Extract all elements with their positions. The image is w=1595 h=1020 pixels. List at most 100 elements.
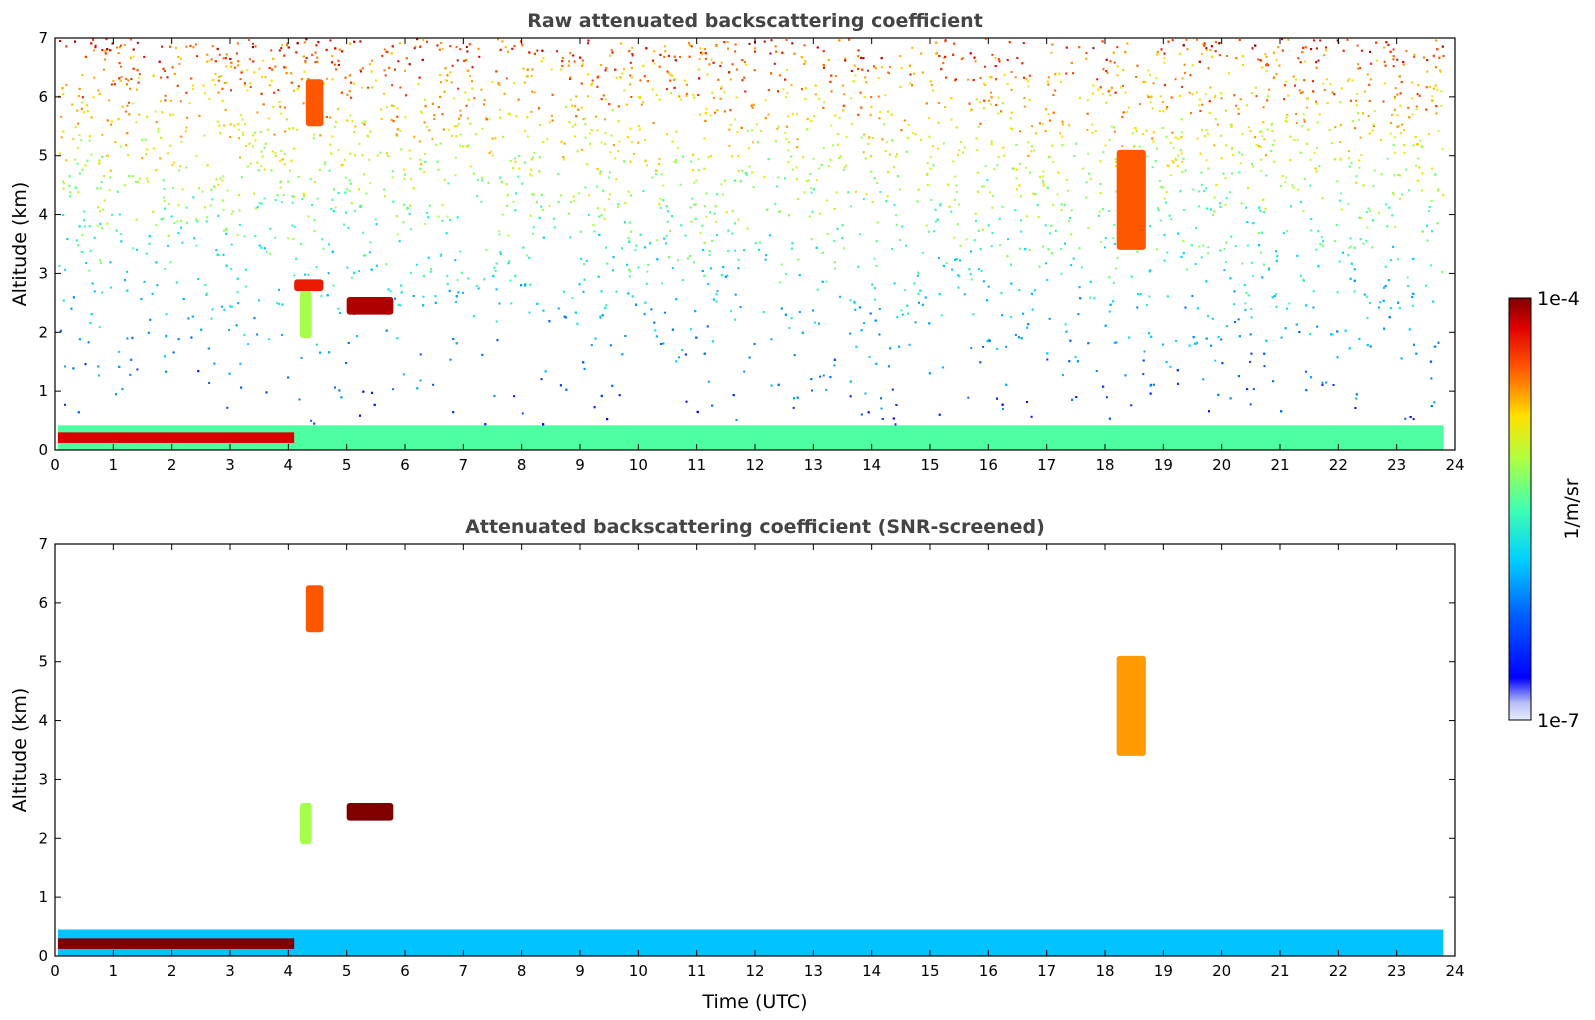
noise-pixel: [665, 234, 668, 237]
noise-pixel: [865, 81, 868, 84]
noise-pixel: [990, 140, 993, 143]
noise-pixel: [691, 197, 694, 200]
noise-pixel: [1260, 158, 1263, 161]
noise-pixel: [962, 57, 965, 59]
noise-pixel: [1223, 269, 1226, 272]
noise-pixel: [755, 123, 758, 126]
noise-pixel: [1367, 207, 1370, 210]
noise-pixel: [93, 290, 96, 293]
noise-pixel: [688, 42, 690, 45]
noise-pixel: [476, 179, 479, 182]
noise-pixel: [900, 309, 903, 312]
noise-pixel: [1358, 118, 1360, 121]
noise-pixel: [653, 50, 656, 53]
noise-pixel: [222, 208, 225, 211]
noise-pixel: [1155, 77, 1158, 80]
noise-pixel: [1251, 274, 1254, 277]
noise-pixel: [488, 152, 491, 154]
noise-pixel: [469, 165, 472, 168]
noise-pixel: [1354, 127, 1357, 130]
noise-pixel: [179, 57, 182, 60]
noise-pixel: [243, 84, 246, 87]
noise-pixel: [1416, 93, 1419, 96]
noise-pixel: [1349, 245, 1352, 248]
noise-pixel: [828, 165, 830, 167]
noise-pixel: [905, 244, 907, 247]
noise-pixel: [1213, 144, 1216, 147]
noise-pixel: [1431, 230, 1433, 233]
noise-pixel: [213, 186, 216, 189]
noise-pixel: [1171, 39, 1174, 42]
noise-pixel: [1138, 145, 1141, 148]
noise-pixel: [1285, 176, 1288, 179]
noise-pixel: [1195, 226, 1197, 229]
noise-pixel: [386, 105, 388, 108]
noise-pixel: [706, 73, 709, 76]
noise-pixel: [1165, 107, 1168, 110]
noise-pixel: [104, 58, 107, 61]
noise-pixel: [537, 107, 540, 110]
noise-pixel: [958, 149, 961, 152]
noise-pixel: [665, 242, 667, 245]
noise-pixel: [599, 172, 602, 175]
noise-pixel: [1385, 203, 1388, 206]
noise-pixel: [983, 65, 986, 68]
noise-pixel: [1315, 248, 1318, 251]
noise-pixel: [1015, 177, 1018, 180]
noise-pixel: [693, 181, 696, 184]
noise-pixel: [916, 200, 919, 203]
noise-pixel: [1318, 165, 1321, 168]
noise-pixel: [456, 59, 459, 62]
noise-pixel: [557, 201, 560, 204]
noise-pixel: [433, 118, 436, 120]
noise-pixel: [1259, 251, 1262, 254]
noise-pixel: [596, 129, 599, 132]
noise-pixel: [1175, 340, 1178, 342]
noise-pixel: [504, 46, 507, 49]
noise-pixel: [822, 374, 825, 377]
noise-pixel: [1059, 132, 1062, 135]
noise-pixel: [454, 259, 457, 262]
noise-pixel: [241, 118, 244, 121]
noise-pixel: [281, 44, 284, 47]
noise-pixel: [599, 317, 602, 319]
noise-pixel: [176, 220, 179, 223]
noise-pixel: [1250, 308, 1253, 310]
noise-pixel: [1207, 246, 1210, 249]
noise-pixel: [1042, 123, 1045, 125]
noise-pixel: [1276, 255, 1279, 258]
noise-pixel: [1334, 126, 1337, 129]
noise-pixel: [666, 220, 669, 223]
noise-pixel: [596, 185, 599, 188]
noise-pixel: [713, 97, 716, 99]
noise-pixel: [630, 141, 633, 144]
noise-pixel: [235, 52, 238, 55]
noise-pixel: [908, 343, 911, 346]
noise-pixel: [679, 183, 682, 186]
noise-pixel: [699, 113, 702, 116]
noise-pixel: [1022, 42, 1025, 45]
noise-pixel: [65, 159, 68, 162]
noise-pixel: [1169, 365, 1172, 368]
noise-pixel: [1200, 171, 1203, 174]
noise-pixel: [1213, 210, 1215, 213]
noise-pixel: [106, 222, 109, 225]
noise-pixel: [453, 97, 456, 100]
noise-pixel: [454, 301, 457, 303]
noise-pixel: [819, 212, 822, 215]
noise-pixel: [423, 171, 426, 174]
noise-pixel: [1286, 113, 1289, 116]
noise-pixel: [63, 182, 65, 185]
noise-pixel: [1384, 285, 1387, 288]
noise-pixel: [785, 125, 788, 128]
noise-pixel: [1028, 249, 1031, 251]
noise-pixel: [531, 90, 534, 93]
noise-pixel: [207, 347, 210, 350]
noise-pixel: [1282, 232, 1285, 235]
noise-pixel: [540, 60, 543, 63]
noise-pixel: [1196, 38, 1199, 41]
noise-pixel: [704, 57, 707, 60]
noise-pixel: [410, 228, 412, 231]
noise-pixel: [129, 87, 132, 90]
noise-pixel: [473, 97, 476, 100]
